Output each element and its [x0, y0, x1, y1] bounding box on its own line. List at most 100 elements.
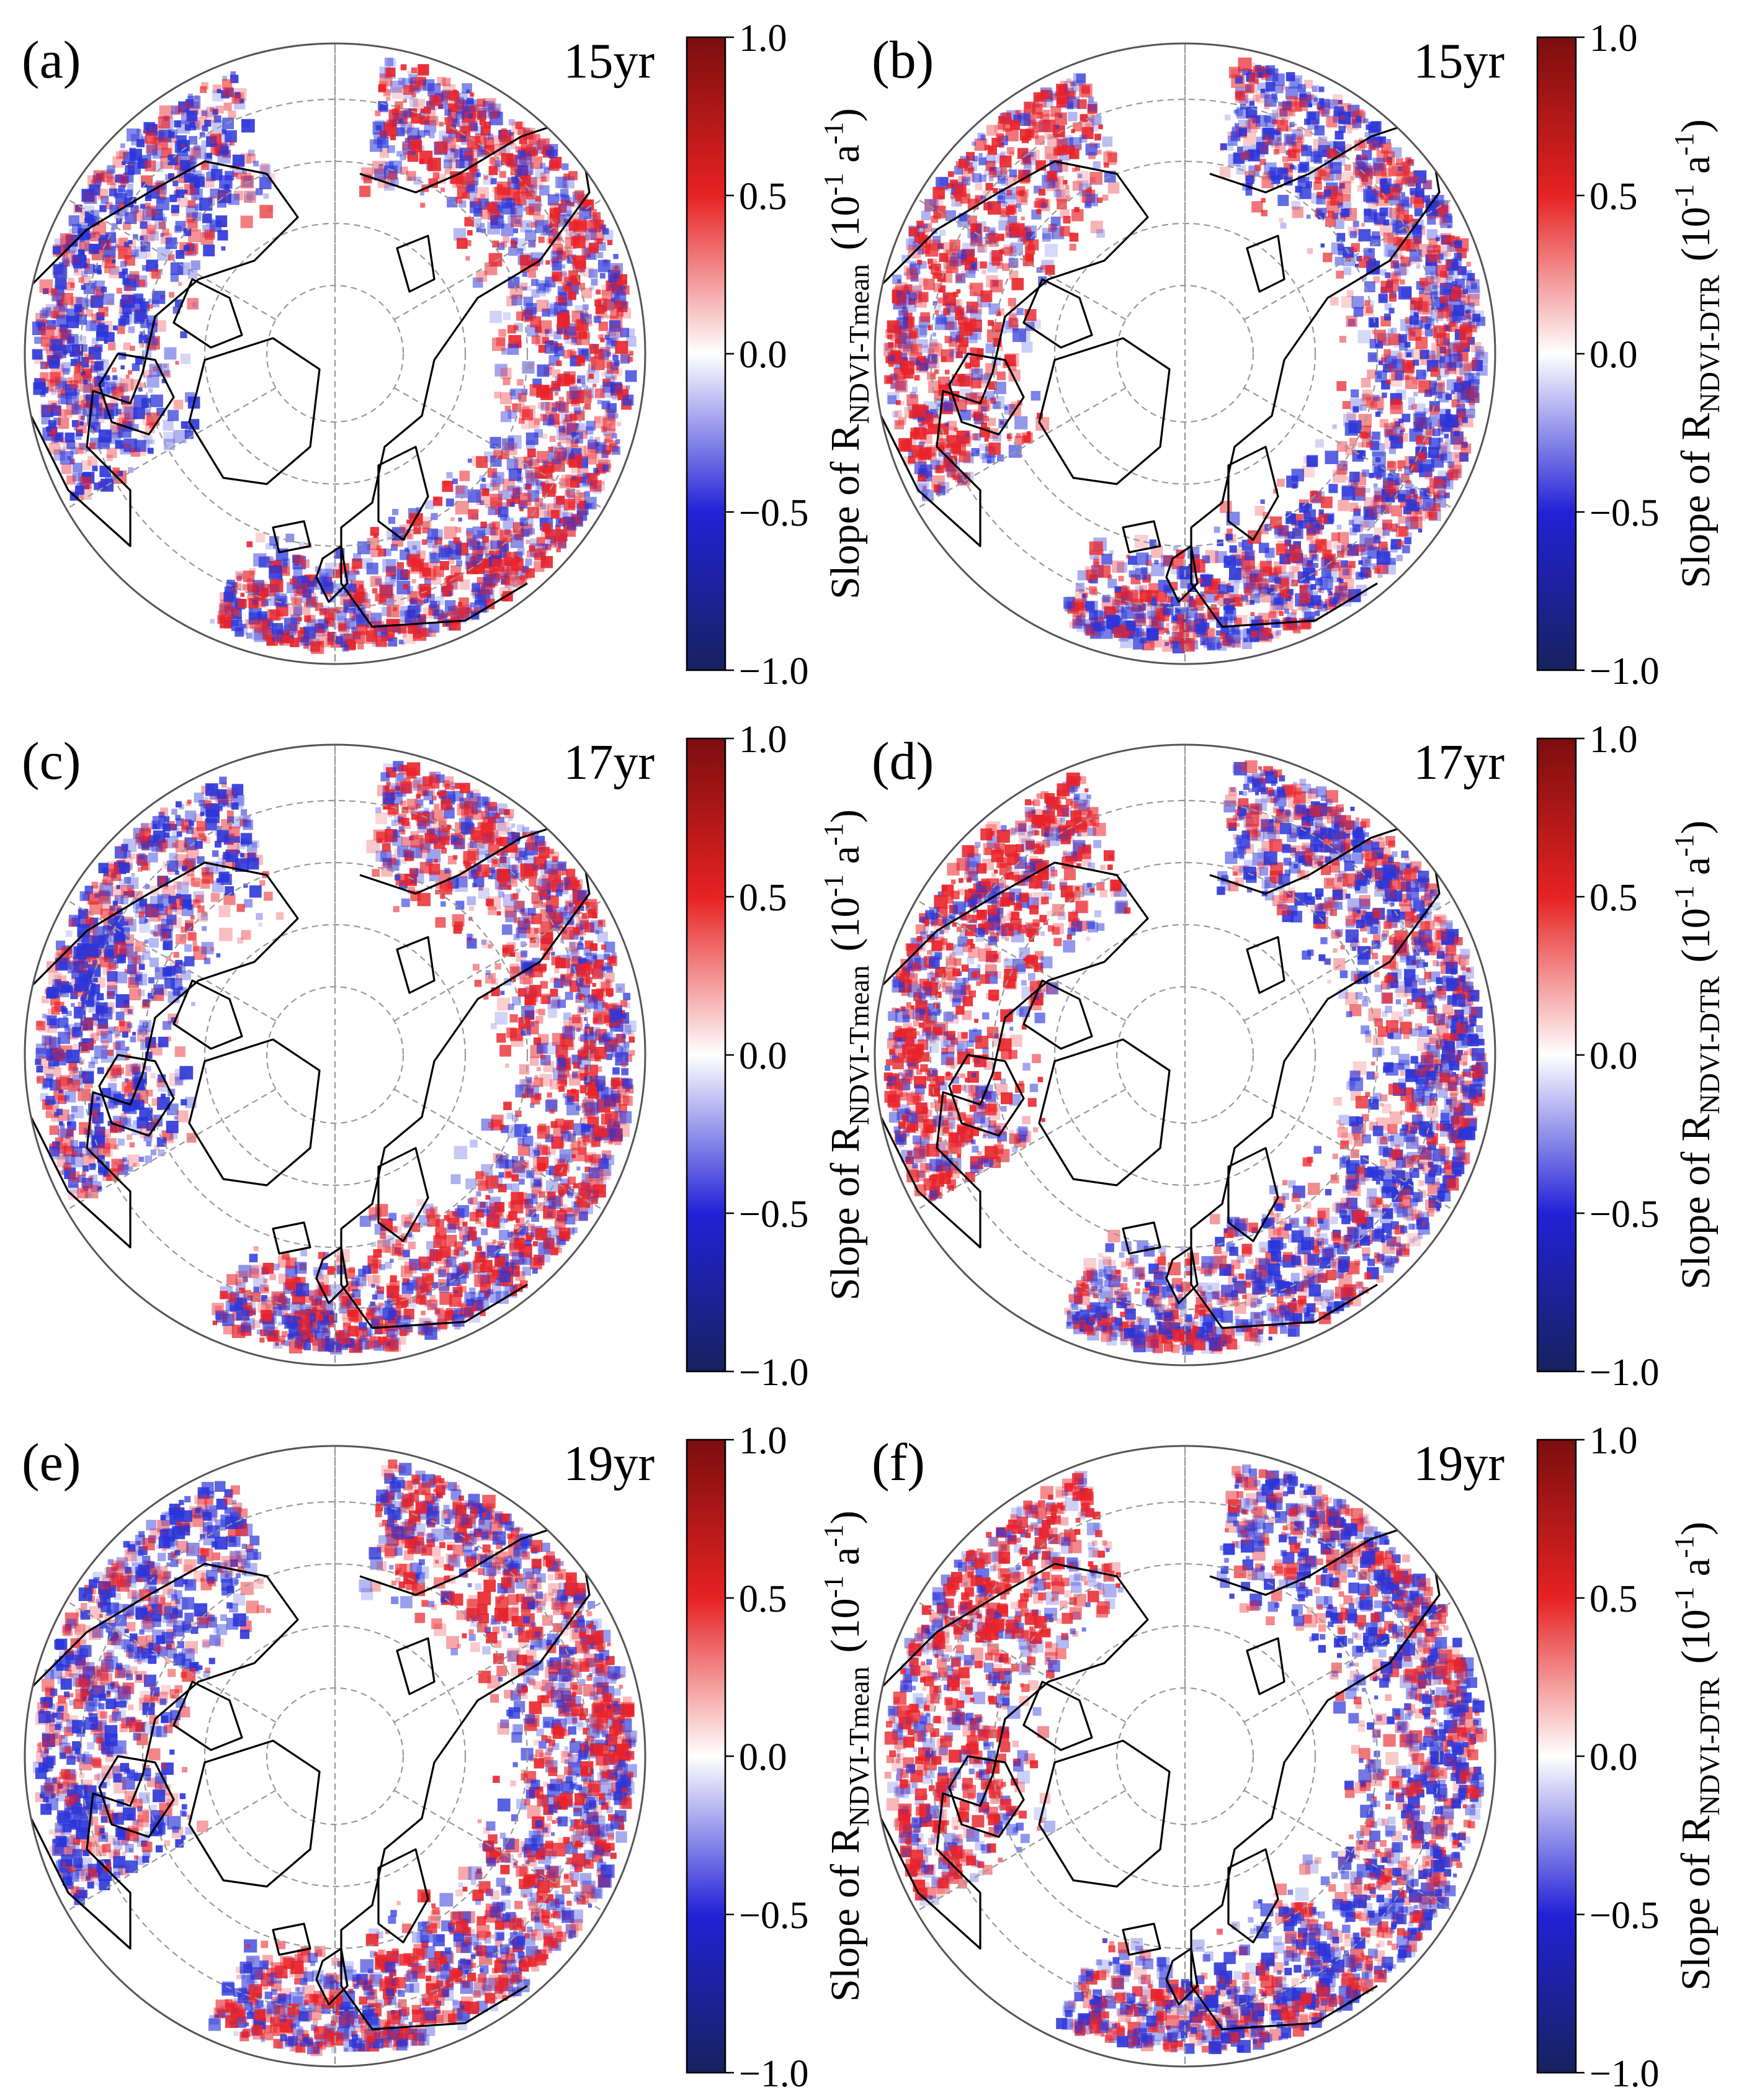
axis-label-part: ( — [1673, 248, 1719, 261]
colorbar: 1.0 0.5 0.0 −0.5 −1.0 Slope of RNDVI-DTR(10-1… — [1536, 719, 1725, 1394]
axis-label-part: 10 — [1673, 908, 1719, 949]
colorbar-axis-label: Slope of RNDVI-Tmean(10-1 a-1) — [818, 108, 875, 599]
axis-label-part: -1 — [818, 1524, 849, 1547]
axis-label-part: -1 — [1669, 1587, 1699, 1610]
colorbar: 1.0 0.5 0.0 −0.5 −1.0 Slope of RNDVI-Tmean (10… — [686, 1420, 875, 2095]
axis-label-part: Slope of R — [1673, 1115, 1719, 1290]
period-label: 15yr — [563, 34, 655, 89]
colorbar-axis-label: Slope of RNDVI-DTR(10-1 a-1) — [1669, 820, 1725, 1290]
colorbar-tick-label: 0.5 — [739, 1578, 787, 1620]
axis-label-part: ( — [823, 1639, 868, 1653]
axis-label-part: -1 — [1669, 133, 1699, 156]
colorbar-tick-label: 1.0 — [1589, 1420, 1638, 1462]
colorbar: 1.0 0.5 0.0 −0.5 −1.0 Slope of RNDVI-Tmean (10… — [686, 17, 875, 693]
colorbar-tick-label: 0.0 — [1589, 334, 1638, 376]
map-panel-b: (b) 15yr 1.0 0.5 0.0 −0.5 −1.0 Slope of RNDVI-D… — [872, 17, 1725, 693]
colorbar-tick-label: −1.0 — [739, 1352, 808, 1394]
graticule — [916, 1446, 1454, 2066]
colorbar-tick-label: −1.0 — [739, 650, 808, 693]
colorbar-tick-label: 1.0 — [1589, 719, 1638, 761]
panel-label: (c) — [22, 731, 81, 791]
colorbar-tick-label: −0.5 — [1589, 1895, 1659, 1937]
map-panel-e: (e) 19yr 1.0 0.5 0.0 −0.5 −1.0 Slope of RNDVI-T… — [22, 1420, 875, 2095]
axis-label-part: -1 — [818, 122, 849, 145]
coastlines — [30, 818, 591, 1329]
colorbar-tick-label: 1.0 — [739, 719, 787, 761]
axis-label-part: ) — [1673, 820, 1719, 834]
colorbar-tick-label: 0.5 — [739, 176, 787, 218]
colorbar-gradient — [686, 737, 726, 1373]
axis-label-part: 10 — [823, 897, 868, 938]
axis-label-part: Slope of R — [823, 424, 868, 599]
colorbar-axis-label: Slope of RNDVI-DTR(10-1 a-1) — [1669, 1522, 1725, 1991]
axis-label-part: Slope of R — [1673, 1816, 1719, 1991]
map-panel-c: (c) 17yr 1.0 0.5 0.0 −0.5 −1.0 Slope of RNDVI-T… — [22, 719, 875, 1394]
colorbar-gradient — [1536, 737, 1577, 1373]
map-frame — [24, 1445, 646, 2068]
period-label: 15yr — [1413, 34, 1504, 89]
colorbar-gradient — [1536, 36, 1577, 671]
axis-label-part: 10 — [1673, 207, 1719, 248]
axis-label-part: a — [1673, 1558, 1719, 1587]
axis-label-part: NDVI-Tmean — [843, 965, 875, 1125]
axis-label-part: -1 — [818, 173, 849, 196]
graticule — [66, 1446, 604, 2066]
map-frame — [24, 42, 646, 665]
axis-label-part: ) — [1673, 1522, 1719, 1535]
axis-label-part: a — [1673, 857, 1719, 886]
axis-label-part: Slope of R — [823, 1125, 868, 1300]
axis-label-part: ) — [823, 108, 868, 122]
colorbar: 1.0 0.5 0.0 −0.5 −1.0 Slope of RNDVI-Tmean (10… — [686, 719, 875, 1394]
period-label: 17yr — [1413, 735, 1504, 790]
colorbar-tick-label: −0.5 — [739, 1193, 808, 1236]
graticule — [916, 43, 1454, 664]
colorbar-tick-label: 0.5 — [1589, 1578, 1638, 1620]
coastlines — [30, 117, 591, 628]
colorbar-tick-label: −1.0 — [1589, 650, 1659, 693]
colorbar-tick-label: −1.0 — [739, 2053, 808, 2095]
axis-label-part: -1 — [818, 874, 849, 897]
colorbar-tick-label: 1.0 — [739, 1420, 787, 1462]
colorbar-tick-label: −0.5 — [739, 492, 808, 534]
axis-label-part: Slope of R — [1673, 413, 1719, 588]
axis-label-part: a — [823, 846, 868, 874]
colorbar-gradient — [1536, 1438, 1577, 2074]
colorbar-tick-label: 0.0 — [739, 1035, 787, 1077]
colorbar-tick-label: 0.0 — [1589, 1736, 1638, 1779]
slope-field — [884, 1464, 1487, 2054]
map-frame — [874, 743, 1496, 1366]
colorbar-axis-label: Slope of RNDVI-Tmean(10-1 a-1) — [818, 809, 875, 1300]
axis-label-part: ) — [1673, 119, 1719, 133]
axis-label-part: Slope of R — [823, 1826, 868, 2001]
panel-label: (e) — [22, 1432, 81, 1492]
colorbar-tick-label: 0.0 — [1589, 1035, 1638, 1077]
axis-label-part: -1 — [1669, 886, 1699, 909]
graticule — [916, 745, 1454, 1365]
colorbar-gradient — [686, 1438, 726, 2074]
colorbar-gradient — [686, 36, 726, 671]
colorbar-tick-label: −0.5 — [739, 1895, 808, 1937]
axis-label-part: NDVI-DTR — [1694, 275, 1725, 413]
axis-label-part: a — [823, 1547, 868, 1576]
axis-label-part: ( — [1673, 1650, 1719, 1664]
panel-label: (a) — [22, 30, 81, 89]
axis-label-part: 10 — [823, 195, 868, 236]
colorbar-tick-label: −0.5 — [1589, 1193, 1659, 1236]
colorbar-tick-label: 0.5 — [1589, 877, 1638, 919]
colorbar-tick-label: −1.0 — [1589, 1352, 1659, 1394]
colorbar-tick-label: 0.5 — [739, 877, 787, 919]
axis-label-part: -1 — [1669, 184, 1699, 207]
colorbar-axis-label: Slope of RNDVI-DTR(10-1 a-1) — [1669, 119, 1725, 588]
colorbar-tick-label: 0.0 — [739, 334, 787, 376]
axis-label-part: NDVI-DTR — [1694, 1677, 1725, 1816]
axis-label-part: 10 — [1673, 1609, 1719, 1650]
panel-label: (b) — [872, 30, 934, 89]
axis-label-part: ) — [823, 1510, 868, 1524]
axis-label-part: -1 — [1669, 834, 1699, 857]
period-label: 19yr — [563, 1437, 655, 1491]
map-frame — [874, 1445, 1496, 2068]
